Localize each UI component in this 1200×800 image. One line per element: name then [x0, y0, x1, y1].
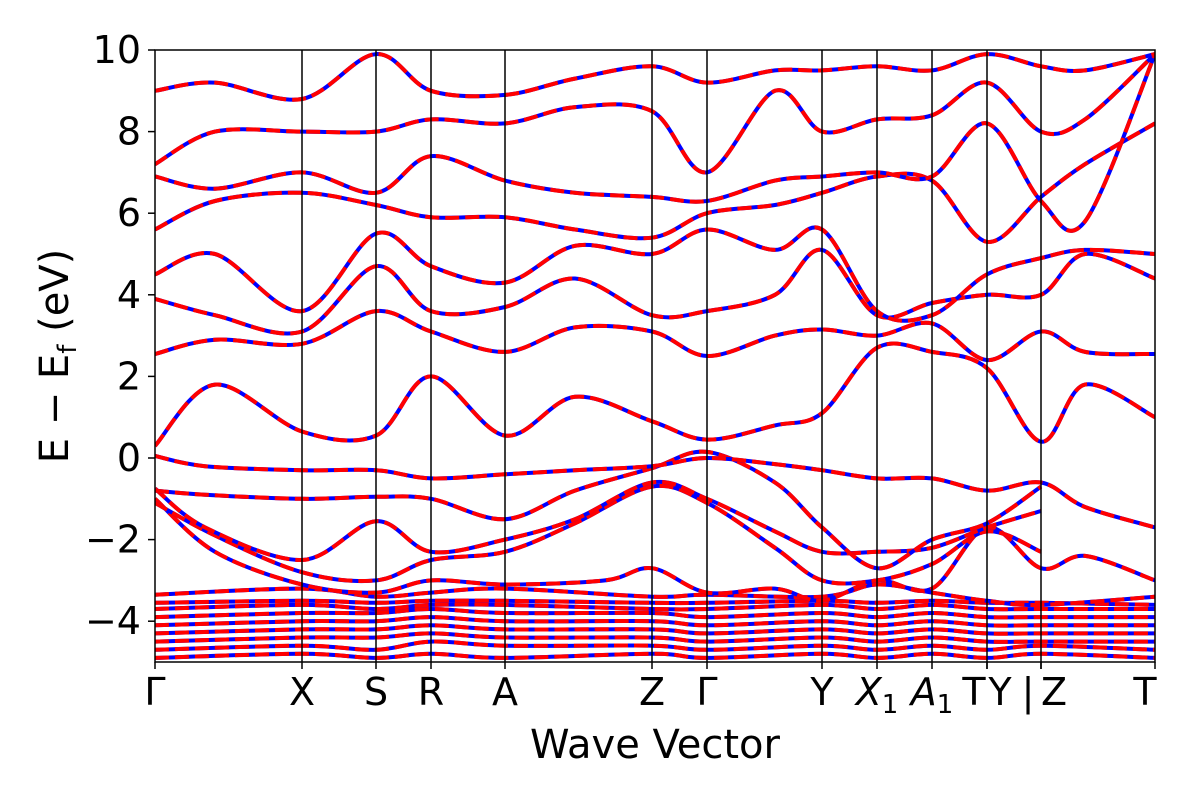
x-tick-label-0: Γ [144, 670, 165, 714]
plot-frame [154, 49, 1156, 663]
x-axis-title: Wave Vector [530, 722, 781, 768]
y-tick-label-7: 10 [93, 28, 141, 72]
x-tick-label-sub-9: 1 [937, 690, 954, 720]
band-line-blue-15 [155, 309, 1155, 363]
band-line-red-20 [155, 52, 1155, 175]
band-line-red-14 [155, 341, 1155, 448]
y-tick-label-2: 0 [117, 436, 141, 480]
x-axis-ticks: Γ X S R A Z Γ Y X1 A1 T Y | Z T [144, 662, 1157, 720]
band-line-red-13 [155, 454, 1155, 530]
x-tick-label-1: X [289, 670, 315, 714]
x-tick-label-sub-8: 1 [882, 690, 899, 720]
x-tick-label-7: Y [809, 670, 834, 714]
y-axis-title-unit: (eV) [32, 249, 78, 345]
band-line-blue-11 [155, 479, 1042, 563]
y-tick-label-0: −4 [85, 599, 141, 643]
band-line-red-11 [155, 479, 1042, 563]
y-axis-ticks: −4 −2 0 2 4 6 8 10 [85, 28, 155, 643]
y-axis-title-main: E − E [32, 354, 78, 464]
band-line-blue-20 [155, 52, 1155, 175]
y-tick-label-4: 4 [117, 273, 141, 317]
x-tick-label-3: R [418, 670, 444, 714]
x-tick-label-2: S [364, 670, 388, 714]
bands-layer [155, 52, 1155, 660]
x-tick-label-12: | [1022, 670, 1035, 715]
band-line-blue-16 [155, 247, 1155, 336]
band-line-red-0 [155, 651, 1155, 660]
x-tick-label-main-9: A [908, 670, 937, 714]
band-line-red-21 [155, 52, 1155, 102]
band-line-red-15 [155, 309, 1155, 363]
band-line-red-17 [155, 225, 1155, 323]
y-axis-title: E − Ef (eV) [32, 249, 83, 464]
x-tick-label-5: Z [639, 670, 665, 714]
y-tick-label-6: 8 [117, 110, 141, 154]
x-tick-label-8: X1 [854, 670, 899, 720]
y-tick-label-1: −2 [85, 518, 141, 562]
band-line-red-19 [155, 53, 1155, 233]
band-line-blue-17 [155, 225, 1155, 323]
x-tick-label-4: A [492, 670, 518, 714]
y-axis-title-sub: f [53, 344, 83, 354]
y-tick-label-5: 6 [117, 191, 141, 235]
band-line-red-16 [155, 247, 1155, 336]
x-tick-label-6: Γ [696, 670, 717, 714]
kpoint-divider-lines [301, 50, 1042, 662]
band-line-red-10 [155, 483, 1042, 586]
x-tick-label-13: Z [1041, 670, 1067, 714]
y-tick-label-3: 2 [117, 354, 141, 398]
band-line-red-8 [155, 582, 1155, 608]
band-line-red-9 [155, 497, 1155, 603]
x-tick-label-main-8: X [854, 670, 883, 714]
x-tick-label-9: A1 [908, 670, 954, 720]
x-tick-label-14: T [1132, 670, 1157, 714]
x-tick-label-11: Y [987, 670, 1012, 714]
x-tick-label-10: T [961, 670, 986, 714]
